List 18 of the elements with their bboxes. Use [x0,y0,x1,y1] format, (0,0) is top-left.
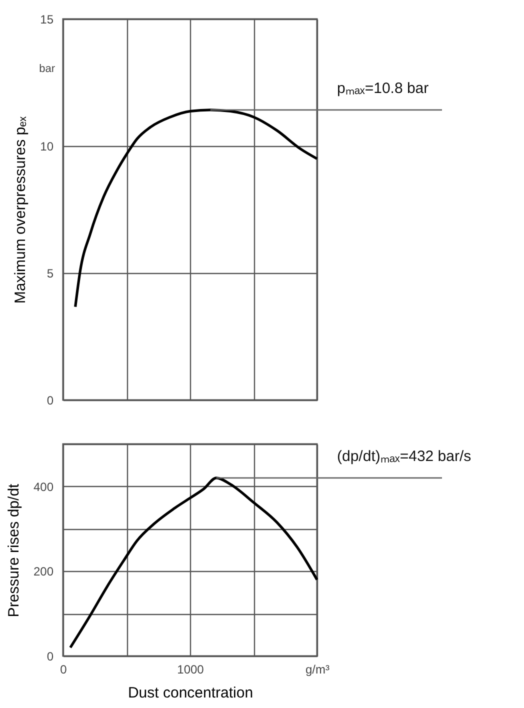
x-tick-label: 1000 [177,662,204,676]
y-tick-label: 10 [40,140,54,154]
y-tick-label: 5 [46,266,54,280]
y-tick-label: 400 [33,480,54,494]
y-axis-title: Maximum overpressures pₑₓ [12,116,30,304]
y-tick-label: 200 [33,564,54,579]
y-tick-label: 15 [40,12,54,26]
line-series [69,476,318,649]
y-tick-label: 0 [46,394,54,408]
y-tick-label: 0 [46,650,54,664]
text: bar [39,63,56,75]
y-axis-title: Pressure rises dp/dt [5,482,22,618]
x-tick-label: g/m³ [306,662,330,676]
x-axis-title: Dust concentration [128,684,254,702]
x-tick-label: 0 [60,662,68,676]
annotation: pₘₐₓ=10.8 bar [337,80,429,97]
annotation: (dp/dt)ₘₐₓ=432 bar/s [337,448,472,465]
line-series [74,108,318,308]
